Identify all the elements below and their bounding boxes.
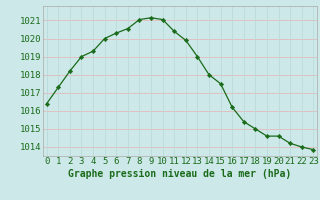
X-axis label: Graphe pression niveau de la mer (hPa): Graphe pression niveau de la mer (hPa) bbox=[68, 169, 292, 179]
